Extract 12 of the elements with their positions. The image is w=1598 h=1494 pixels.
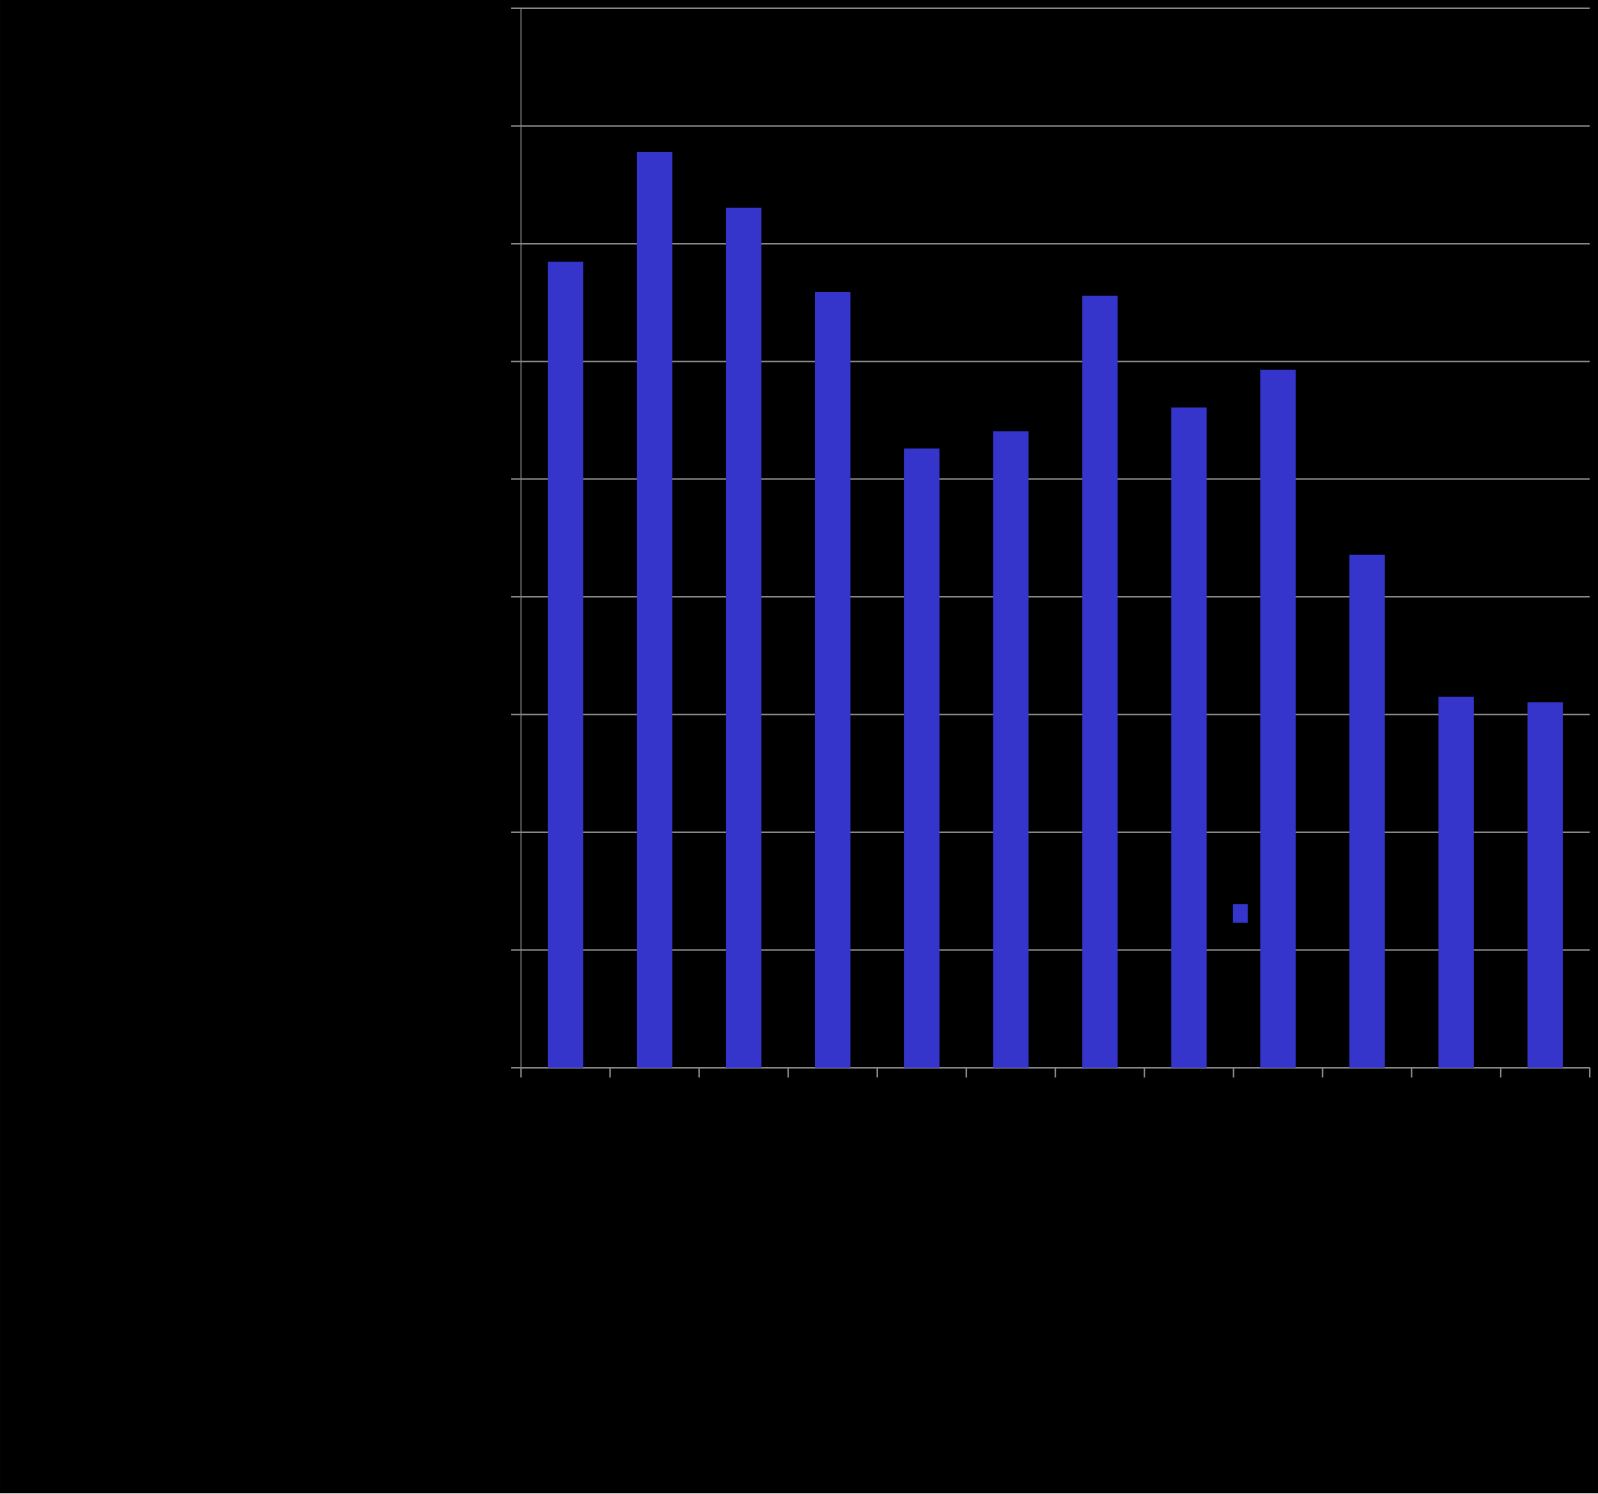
bar [1438,697,1474,1068]
bar [725,207,762,1068]
bar [1082,295,1118,1068]
bar [1260,370,1296,1068]
bar [636,152,673,1068]
bar [993,431,1029,1068]
bar [815,292,851,1068]
bar [1527,702,1563,1068]
bar [547,262,584,1068]
bar [1349,555,1385,1068]
bar [1171,407,1207,1068]
bar [904,448,940,1068]
